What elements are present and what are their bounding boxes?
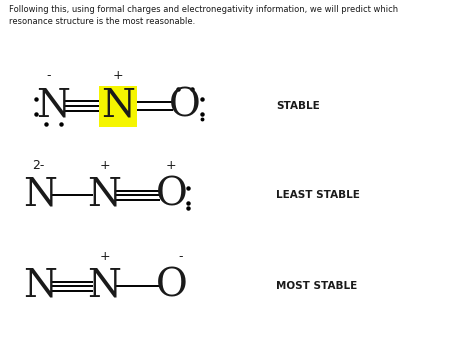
- Text: +: +: [99, 250, 110, 263]
- Text: +: +: [113, 69, 123, 82]
- Text: +: +: [166, 159, 177, 172]
- Text: O: O: [169, 88, 201, 125]
- Text: N: N: [88, 177, 121, 214]
- Text: N: N: [88, 268, 121, 305]
- Text: N: N: [23, 177, 57, 214]
- Text: 2-: 2-: [32, 159, 44, 172]
- Text: O: O: [155, 268, 187, 305]
- Text: -: -: [46, 69, 51, 82]
- Text: +: +: [99, 159, 110, 172]
- Text: N: N: [101, 88, 135, 125]
- Text: LEAST STABLE: LEAST STABLE: [276, 190, 360, 201]
- Text: MOST STABLE: MOST STABLE: [276, 281, 357, 292]
- Text: O: O: [155, 177, 187, 214]
- Text: N: N: [23, 268, 57, 305]
- Text: STABLE: STABLE: [276, 101, 319, 111]
- Text: -: -: [178, 250, 182, 263]
- Text: N: N: [36, 88, 70, 125]
- Text: Following this, using formal charges and electronegativity information, we will : Following this, using formal charges and…: [9, 5, 398, 26]
